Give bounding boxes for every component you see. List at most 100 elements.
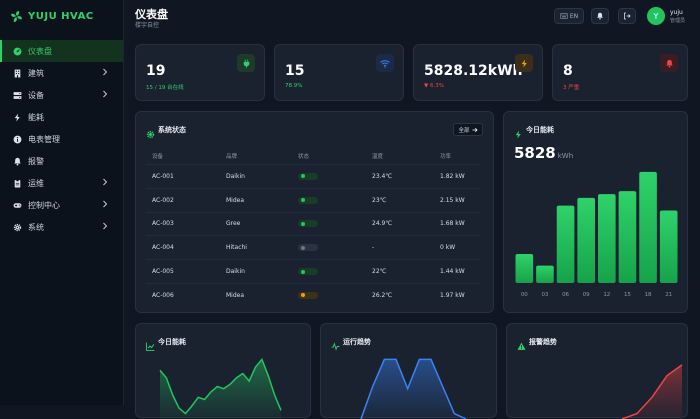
sidebar-item-0[interactable]: 仪表盘 xyxy=(0,40,123,62)
device-temperature: 22℃ xyxy=(366,259,434,284)
notifications-button[interactable] xyxy=(591,8,609,24)
bar-15[interactable] xyxy=(618,191,637,283)
device-brand: Daikin xyxy=(220,164,292,189)
bar-18[interactable] xyxy=(639,171,657,283)
sidebar-item-5[interactable]: 报警 xyxy=(0,150,123,172)
bolt-icon xyxy=(12,112,22,122)
keyboard-icon xyxy=(559,13,568,19)
x-tick-label: 03 xyxy=(541,292,548,298)
sidebar-item-label: 控制中心 xyxy=(28,200,60,210)
x-tick-label: 12 xyxy=(603,292,610,298)
table-row[interactable]: AC-006 Midea 26.2℃ 1.97 kW xyxy=(146,282,480,307)
device-brand: Midea xyxy=(220,187,292,213)
sidebar-item-2[interactable]: 设备 xyxy=(0,84,123,106)
view-all-label: 全部 xyxy=(458,127,470,134)
stat-subtext: 15 / 19 台在线 xyxy=(146,85,184,91)
bar-21[interactable] xyxy=(659,210,678,284)
sidebar-item-3[interactable]: 能耗 xyxy=(0,106,123,128)
table-row[interactable]: AC-005 Daikin 22℃ 1.44 kW xyxy=(146,259,480,284)
bottom-card-2: 报警趋势 xyxy=(506,323,688,419)
sidebar-item-label: 运维 xyxy=(28,178,44,188)
wifi-icon xyxy=(376,54,394,72)
chevron-right-icon xyxy=(101,178,111,188)
device-brand: Gree xyxy=(220,211,292,236)
today-energy-title: 今日能耗 xyxy=(526,126,554,134)
device-power: 1.44 kW xyxy=(434,259,480,284)
logout-button[interactable] xyxy=(618,8,636,24)
x-tick-label: 06 xyxy=(562,292,569,298)
stat-value: 15 xyxy=(285,63,305,79)
clipboard-icon xyxy=(12,178,22,188)
hourly-energy-bar-chart: 00 03 06 09 12 15 18 21 xyxy=(515,171,678,298)
stat-card-0[interactable]: 19 15 / 19 台在线 xyxy=(135,44,265,101)
stat-card-2[interactable]: 5828.12kWh ▼ 6.3% xyxy=(413,44,543,101)
device-status xyxy=(292,211,366,236)
stat-card-3[interactable]: 8 3 严重 xyxy=(552,44,688,101)
device-temperature: 26.2℃ xyxy=(366,282,434,307)
logout-icon xyxy=(623,12,631,20)
warning-icon xyxy=(517,336,526,350)
x-tick-label: 00 xyxy=(521,292,528,298)
status-indicator xyxy=(298,172,318,180)
stat-value: 19 xyxy=(146,63,166,79)
x-tick-label: 21 xyxy=(665,292,672,298)
table-row[interactable]: AC-001 Daikin 23.4℃ 1.82 kW xyxy=(146,164,480,189)
bar-09[interactable] xyxy=(577,197,595,283)
bell-icon xyxy=(596,12,604,20)
gear-icon xyxy=(12,222,22,232)
table-row[interactable]: AC-003 Gree 24.9℃ 1.68 kW xyxy=(146,211,480,236)
language-switch-button[interactable]: EN xyxy=(554,8,584,24)
sidebar-item-label: 建筑 xyxy=(28,68,44,78)
stat-value: 5828.12kWh xyxy=(424,63,523,79)
system-status-title: 系统状态 xyxy=(158,126,186,134)
bottom-card-0: 今日能耗 xyxy=(135,323,311,419)
sidebar-item-4[interactable]: 电表管理 xyxy=(0,128,123,150)
avatar[interactable]: Y xyxy=(647,7,665,25)
brand[interactable]: YUJU HVAC xyxy=(10,10,94,23)
bottom-card-title: 今日能耗 xyxy=(158,338,186,346)
bell-icon xyxy=(12,156,22,166)
trend-area xyxy=(361,359,466,419)
device-power: 1.68 kW xyxy=(434,211,480,236)
system-status-card: 系统状态 全部 设备 品牌 状态 温度 功率 AC-001 Daikin 23.4℃ 1.82… xyxy=(135,111,494,313)
info-icon xyxy=(12,134,22,144)
device-brand: Midea xyxy=(220,282,292,307)
sidebar-item-label: 电表管理 xyxy=(28,134,60,144)
stat-subtext: ▼ 6.3% xyxy=(424,83,444,89)
table-row[interactable]: AC-004 Hitachi -0 kW xyxy=(146,235,480,260)
fan-logo-icon xyxy=(10,10,23,23)
bar-00[interactable] xyxy=(515,254,534,283)
arrow-right-icon xyxy=(472,127,478,133)
device-id: AC-001 xyxy=(146,164,220,189)
page-title: 仪表盘 xyxy=(135,8,168,21)
status-indicator xyxy=(298,268,318,276)
stat-subtext: 3 严重 xyxy=(563,85,580,91)
device-status xyxy=(292,282,366,307)
sidebar-item-label: 能耗 xyxy=(28,112,44,122)
trend-line xyxy=(360,358,467,419)
bar-06[interactable] xyxy=(556,205,575,283)
device-status xyxy=(292,259,366,284)
sidebar-item-1[interactable]: 建筑 xyxy=(0,62,123,84)
trend-chart xyxy=(360,358,467,419)
gamepad-icon xyxy=(12,200,22,210)
column-header: 温度 xyxy=(372,154,384,160)
energy-value-number: 5828 xyxy=(514,144,556,162)
sidebar-item-7[interactable]: 控制中心 xyxy=(0,194,123,216)
bar-03[interactable] xyxy=(536,265,554,283)
language-label: EN xyxy=(569,12,579,20)
sidebar-item-8[interactable]: 系统 xyxy=(0,216,123,238)
device-power: 0 kW xyxy=(434,235,480,260)
stat-card-1[interactable]: 15 78.9% xyxy=(274,44,404,101)
sidebar-item-6[interactable]: 运维 xyxy=(0,172,123,194)
view-all-button[interactable]: 全部 xyxy=(453,123,483,136)
chevron-right-icon xyxy=(101,90,111,100)
column-header: 状态 xyxy=(298,154,310,160)
column-header: 品牌 xyxy=(226,154,238,160)
table-row[interactable]: AC-002 Midea 23℃ 2.15 kW xyxy=(146,187,480,213)
status-indicator xyxy=(298,291,318,299)
x-tick-label: 18 xyxy=(645,292,652,298)
device-id: AC-006 xyxy=(146,282,220,307)
bar-12[interactable] xyxy=(598,194,616,283)
device-status xyxy=(292,235,366,260)
